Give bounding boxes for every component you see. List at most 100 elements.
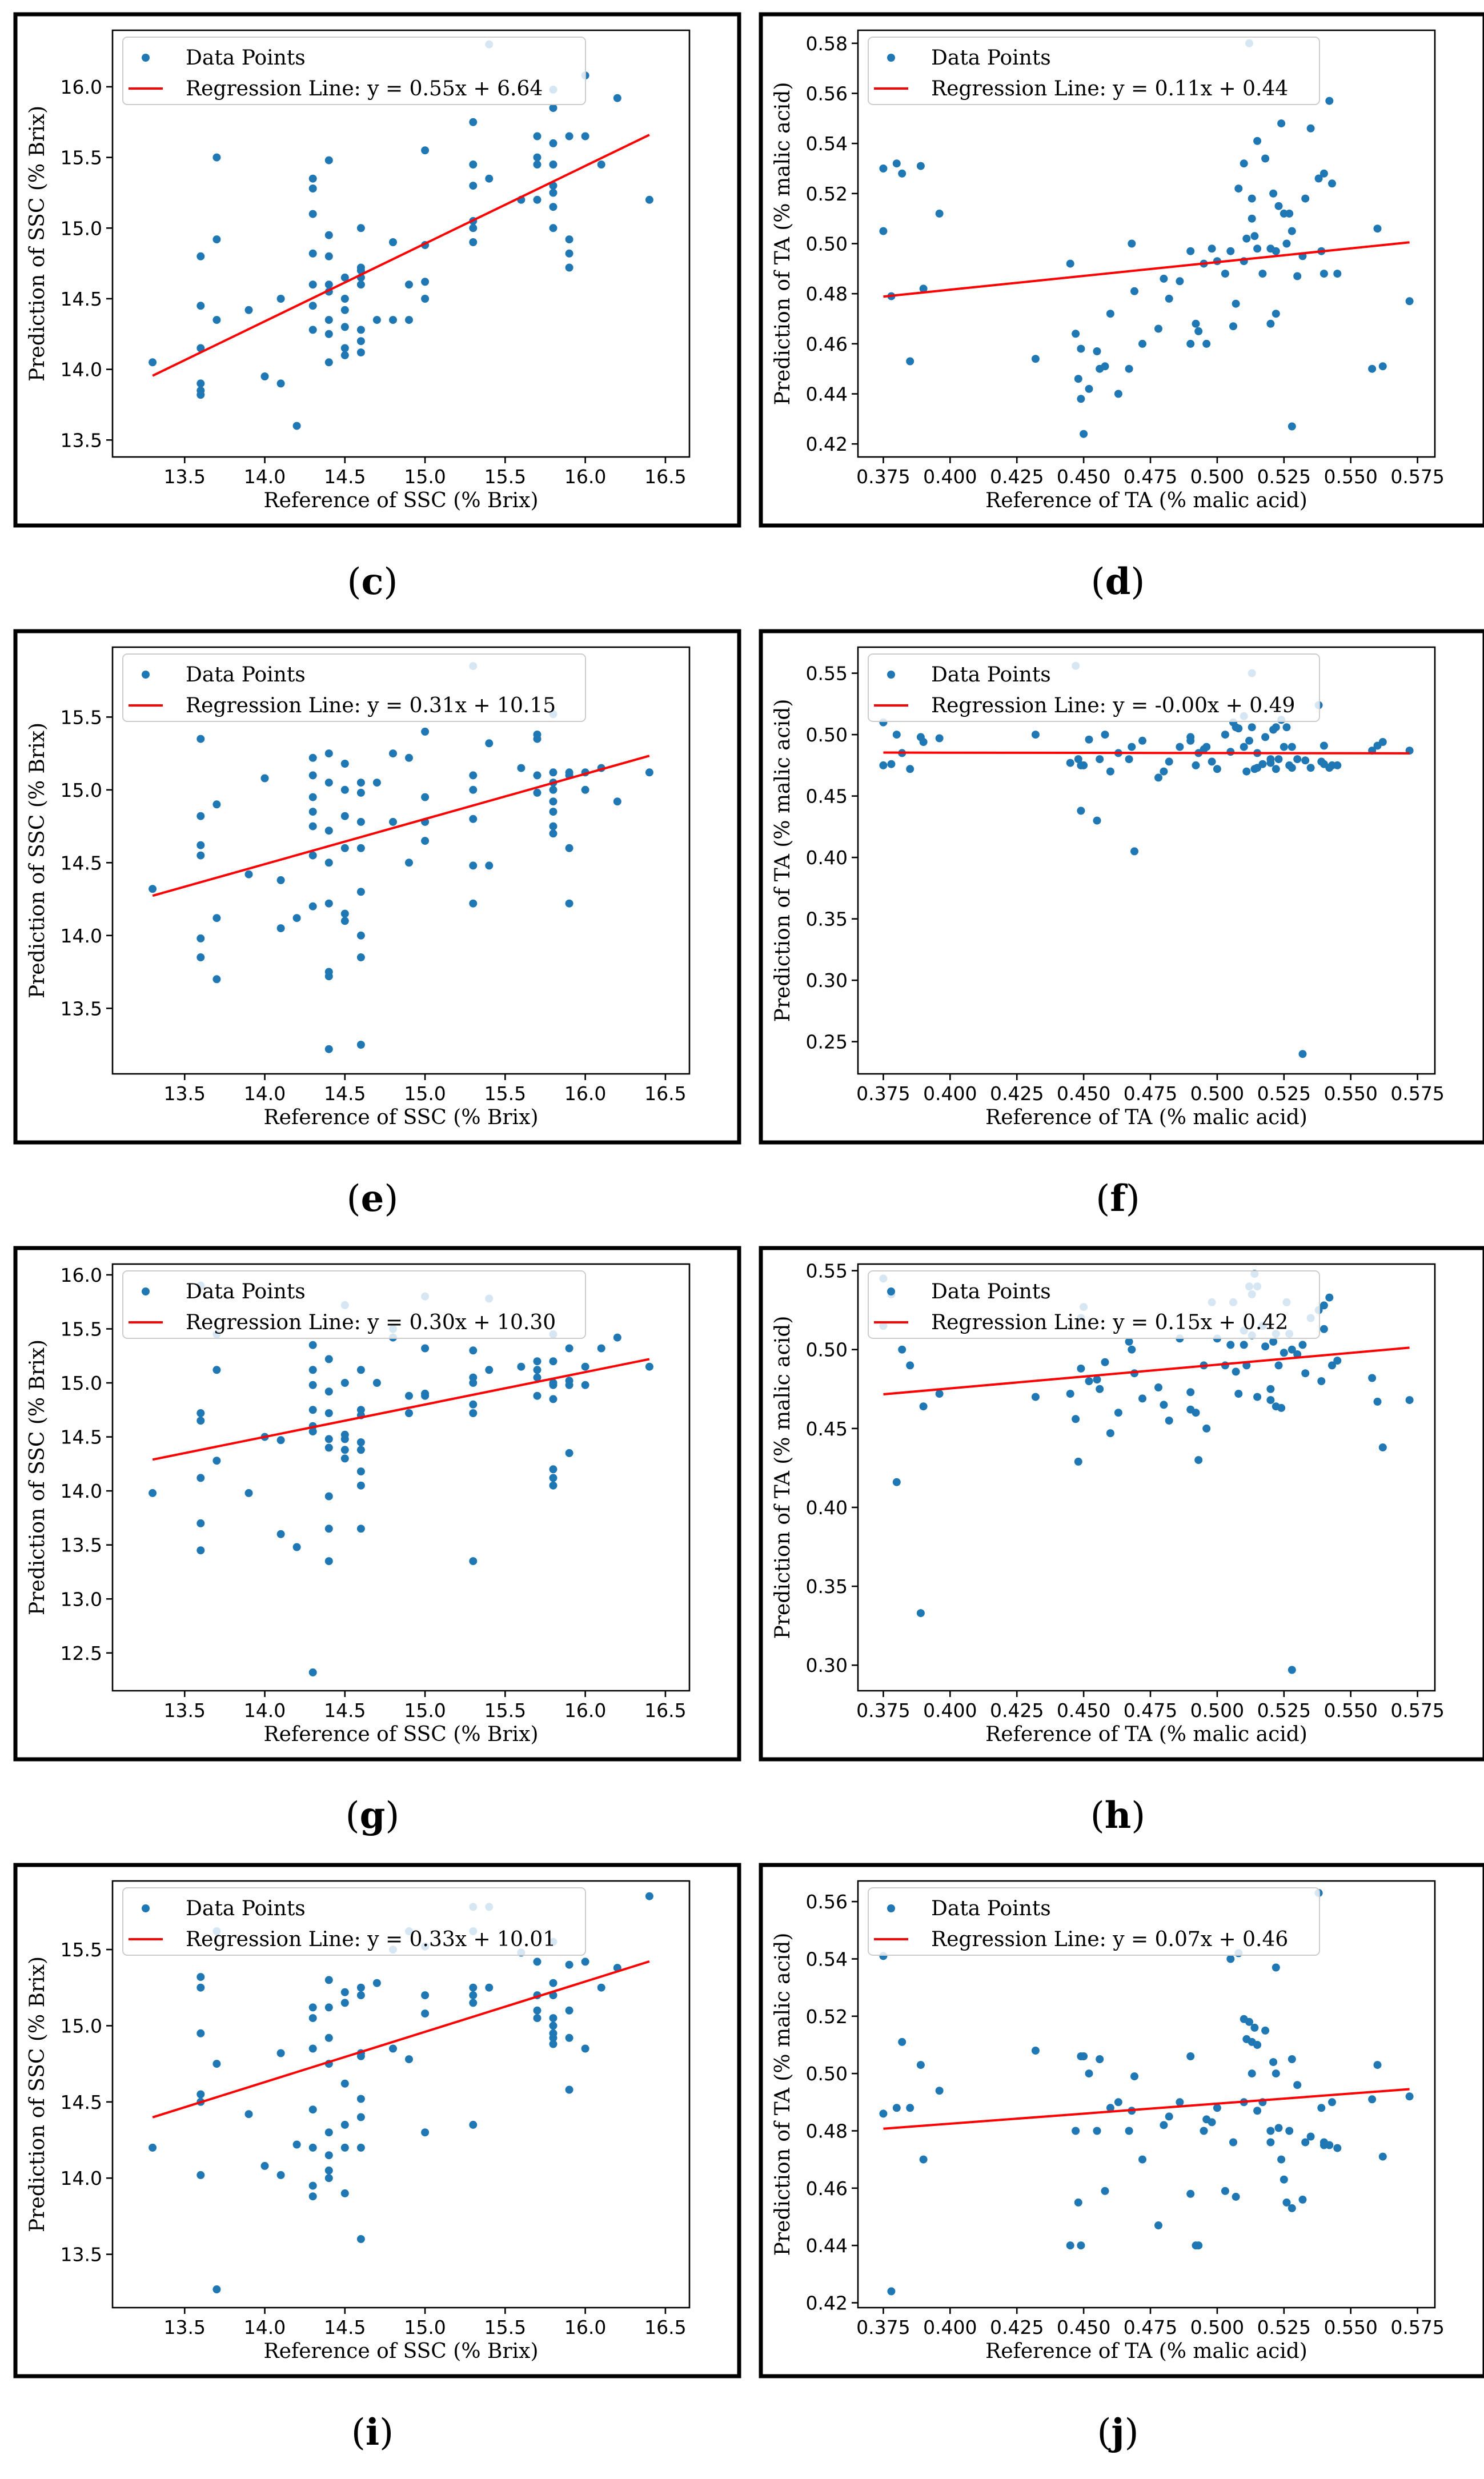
data-point	[1274, 202, 1283, 210]
y-tick-label: 0.45	[806, 785, 848, 808]
y-tick-label: 0.56	[806, 1891, 848, 1913]
x-tick-label: 0.500	[1190, 466, 1244, 488]
y-tick-label: 0.52	[806, 183, 848, 205]
regression-line	[152, 1960, 650, 2119]
data-point	[1301, 2138, 1310, 2147]
data-point	[1319, 1325, 1328, 1333]
legend-regression-label: Regression Line: y = 0.07x + 0.46	[931, 1928, 1288, 1951]
data-point	[340, 812, 349, 820]
data-point	[565, 2085, 573, 2094]
data-point	[1269, 1337, 1278, 1346]
y-tick-label: 15.0	[61, 217, 102, 239]
y-tick-label: 0.55	[806, 663, 848, 685]
y-tick-label: 16.0	[61, 1264, 102, 1286]
x-axis-label: Reference of SSC (% Brix)	[264, 2340, 539, 2363]
scatter-chart-e: 13.5 14.0 14.5 15.0 15.5 16.0 16.5 13.5 14.0 14.5…	[13, 629, 741, 1220]
data-point	[581, 1381, 589, 1389]
data-point	[1202, 1424, 1211, 1433]
data-point	[549, 1357, 557, 1366]
y-tick-label: 14.5	[61, 1426, 102, 1449]
data-point	[1221, 270, 1229, 278]
data-point	[1154, 2221, 1162, 2229]
y-tick-label: 0.40	[806, 847, 848, 869]
data-point	[356, 1525, 365, 1533]
data-point	[1328, 179, 1336, 188]
data-point	[1208, 2118, 1216, 2127]
data-point	[1114, 390, 1122, 398]
y-tick-label: 0.42	[806, 2292, 848, 2314]
data-point	[1186, 2189, 1195, 2198]
data-point	[340, 1988, 349, 1996]
data-point	[533, 195, 542, 204]
data-point	[1192, 319, 1200, 328]
regression-line	[152, 755, 650, 897]
data-point	[1165, 757, 1173, 766]
data-point	[1176, 743, 1184, 751]
scatter-chart-c: 13.5 14.0 14.5 15.0 15.5 16.0 16.5 13.5 14.0 14.5…	[13, 12, 741, 603]
y-tick-label: 0.46	[806, 333, 848, 355]
data-point	[887, 760, 896, 768]
data-point	[533, 132, 542, 141]
data-point	[1221, 2187, 1229, 2195]
data-points	[149, 1281, 653, 1676]
data-point	[340, 1379, 349, 1387]
x-tick-label: 0.475	[1124, 2316, 1177, 2338]
data-point	[1378, 1443, 1387, 1451]
data-point	[1378, 362, 1387, 371]
x-tick-label: 16.5	[644, 1699, 686, 1722]
x-tick-label: 0.550	[1323, 466, 1377, 488]
y-tick-label: 16.0	[61, 76, 102, 98]
data-point	[485, 1983, 494, 1992]
legend-point-marker	[142, 1904, 150, 1912]
chart-panel-j: 0.375 0.400 0.425 0.450 0.475 0.500 0.525 0.550…	[758, 1862, 1484, 2479]
data-point	[356, 1467, 365, 1476]
legend: Data Points Regression Line: y = 0.55x + …	[122, 37, 586, 105]
data-point	[421, 1344, 430, 1353]
y-tick-label: 0.56	[806, 82, 848, 105]
data-point	[324, 972, 333, 981]
data-point	[892, 1478, 901, 1486]
legend-points-label: Data Points	[931, 663, 1051, 687]
y-tick-label: 14.5	[61, 852, 102, 874]
data-point	[1266, 1385, 1275, 1393]
data-point	[549, 1379, 557, 1387]
data-point	[308, 280, 317, 289]
data-point	[1280, 1349, 1288, 1357]
data-point	[389, 238, 397, 246]
data-point	[340, 1454, 349, 1463]
data-point	[1280, 743, 1288, 751]
scatter-chart-j: 0.375 0.400 0.425 0.450 0.475 0.500 0.525 0.550…	[759, 1863, 1484, 2454]
data-point	[1288, 422, 1296, 431]
scatter-chart-i: 13.5 14.0 14.5 15.0 15.5 16.0 16.5 13.5 14.0 14.5…	[13, 1863, 741, 2454]
data-point	[324, 2166, 333, 2175]
data-point	[324, 779, 333, 787]
data-point	[340, 306, 349, 314]
data-point	[919, 284, 928, 293]
data-point	[1085, 1377, 1093, 1385]
data-point	[1194, 2241, 1203, 2250]
data-point	[324, 859, 333, 867]
data-point	[196, 2029, 205, 2037]
x-tick-label: 15.0	[404, 1082, 446, 1105]
legend-box	[868, 1270, 1320, 1339]
data-point	[1306, 124, 1315, 133]
data-point	[1160, 767, 1168, 776]
data-point	[1125, 755, 1133, 764]
data-point	[372, 779, 381, 787]
data-point	[549, 224, 557, 232]
data-point	[565, 2006, 573, 2015]
y-tick-label: 0.40	[806, 1497, 848, 1519]
data-point	[1213, 2104, 1221, 2112]
legend: Data Points Regression Line: y = 0.11x + …	[868, 37, 1320, 105]
data-point	[212, 316, 221, 324]
panel-frame	[13, 1246, 741, 1762]
data-point	[1333, 1357, 1342, 1365]
data-point	[1248, 194, 1256, 203]
data-point	[356, 280, 365, 289]
data-point	[1266, 759, 1275, 767]
data-point	[389, 2044, 397, 2053]
data-point	[645, 195, 653, 204]
data-point	[421, 727, 430, 736]
data-point	[1031, 1393, 1040, 1401]
data-point	[613, 1333, 621, 1342]
